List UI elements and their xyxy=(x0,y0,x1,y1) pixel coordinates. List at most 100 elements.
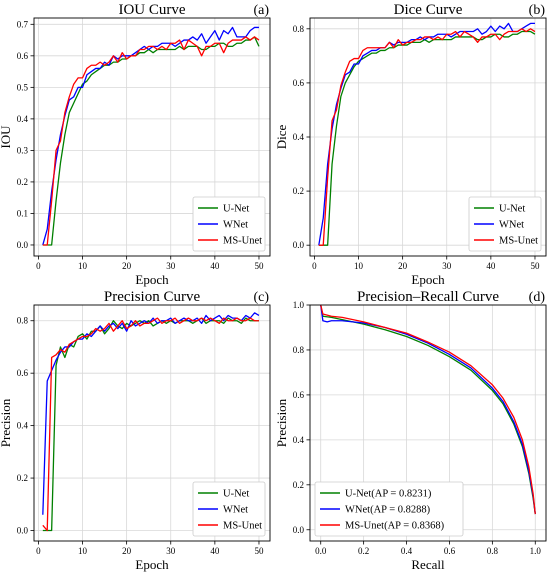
legend: U-Net WNet MS-Unet xyxy=(192,481,266,537)
x-tick-label: 30 xyxy=(442,261,452,271)
panel-label: (b) xyxy=(529,3,546,18)
y-tick-label: 0.2 xyxy=(17,473,28,483)
y-tick-label: 0.8 xyxy=(17,316,29,326)
series-line-2 xyxy=(318,22,535,246)
plot-frame xyxy=(309,304,547,542)
y-axis-label: IOU xyxy=(0,125,13,149)
y-tick-label: 0.0 xyxy=(293,240,305,250)
y-tick-label: 0.8 xyxy=(293,24,305,34)
y-axis-label: Dice xyxy=(274,125,289,150)
panel-label: (a) xyxy=(253,3,269,18)
series-line-3 xyxy=(320,304,536,515)
series-line-1 xyxy=(318,30,536,246)
plot-frame xyxy=(33,304,271,542)
x-axis-label: Recall xyxy=(411,557,445,572)
x-tick-label: 1.0 xyxy=(530,546,542,556)
chart-title: Precision Curve xyxy=(104,289,201,305)
x-tick-label: 0 xyxy=(36,261,41,271)
series-line-3 xyxy=(42,36,260,246)
y-tick-label: 0.5 xyxy=(17,82,29,92)
x-tick-label: 30 xyxy=(166,261,176,271)
x-tick-label: 40 xyxy=(210,546,220,556)
legend-label: WNet(AP = 0.8288) xyxy=(345,505,431,516)
y-axis-label: Precision xyxy=(0,398,13,447)
series-line-1 xyxy=(42,317,259,532)
y-tick-label: 0.4 xyxy=(17,114,29,124)
y-tick-label: 0.1 xyxy=(17,208,28,218)
y-tick-label: 0.6 xyxy=(17,368,29,378)
chart-title: IOU Curve xyxy=(118,2,185,18)
plot-frame xyxy=(33,17,271,257)
legend-label: MS-Unet xyxy=(223,236,262,247)
x-tick-label: 50 xyxy=(530,261,540,271)
series-line-2 xyxy=(42,26,259,246)
legend-box xyxy=(314,481,464,537)
y-tick-label: 0.4 xyxy=(17,421,29,431)
legend: U-Net(AP = 0.8231) WNet(AP = 0.8288) MS-Un… xyxy=(314,481,464,537)
y-tick-label: 0.0 xyxy=(293,525,305,535)
y-tick-label: 0.8 xyxy=(293,345,305,355)
x-tick-label: 0.2 xyxy=(358,546,369,556)
y-tick-label: 0.7 xyxy=(17,19,29,29)
series-line-3 xyxy=(318,28,536,246)
chart-panel-4: 0.0 0.2 0.4 0.6 0.8 1.0 0.0 0.2 0.4 0.6 0.8 1.0 Prec… xyxy=(274,289,547,572)
x-tick-label: 0.8 xyxy=(487,546,499,556)
panel-label: (d) xyxy=(529,290,546,305)
legend-box xyxy=(192,196,266,252)
x-tick-label: 10 xyxy=(78,546,88,556)
x-tick-label: 20 xyxy=(122,546,132,556)
x-axis-label: Epoch xyxy=(135,272,169,287)
legend-label: U-Net(AP = 0.8231) xyxy=(345,489,432,500)
chart-panel-1: 0 10 20 30 40 50 0.0 0.1 0.2 0.3 0.4 0.5 0.6 0.7 IOU C… xyxy=(0,2,271,287)
x-tick-label: 0 xyxy=(36,546,41,556)
chart-panel-2: 0 10 20 30 40 50 0.0 0.2 0.4 0.6 0.8 Dice Curve (b) E… xyxy=(274,2,547,287)
x-tick-label: 0.0 xyxy=(315,546,327,556)
panel-label: (c) xyxy=(253,290,269,305)
x-tick-label: 10 xyxy=(354,261,364,271)
y-tick-label: 0.6 xyxy=(293,390,305,400)
legend-label: WNet xyxy=(223,505,248,516)
x-axis-label: Epoch xyxy=(135,557,169,572)
y-tick-label: 0.2 xyxy=(17,177,28,187)
legend-label: WNet xyxy=(223,220,248,231)
y-tick-label: 0.2 xyxy=(293,186,304,196)
x-tick-label: 50 xyxy=(254,261,264,271)
x-tick-label: 20 xyxy=(398,261,408,271)
legend-label: U-Net xyxy=(499,204,525,215)
chart-panel-3: 0 10 20 30 40 50 0.0 0.2 0.4 0.6 0.8 Precision Curv… xyxy=(0,289,271,572)
legend: U-Net WNet MS-Unet xyxy=(192,196,266,252)
legend-label: U-Net xyxy=(223,489,249,500)
legend: U-Net WNet MS-Unet xyxy=(468,196,542,252)
y-tick-label: 0.0 xyxy=(17,526,29,536)
x-tick-label: 20 xyxy=(122,261,132,271)
y-tick-label: 0.0 xyxy=(17,240,29,250)
series-line-2 xyxy=(320,304,536,515)
series-line-3 xyxy=(42,317,259,532)
x-tick-label: 50 xyxy=(254,546,264,556)
x-tick-label: 40 xyxy=(486,261,496,271)
chart-title: Precision–Recall Curve xyxy=(357,289,499,305)
y-tick-label: 0.6 xyxy=(293,78,305,88)
y-tick-label: 0.6 xyxy=(17,51,29,61)
y-tick-label: 0.3 xyxy=(17,145,29,155)
y-tick-label: 1.0 xyxy=(293,300,305,310)
y-tick-label: 0.4 xyxy=(293,435,305,445)
legend-box xyxy=(192,481,266,537)
x-tick-label: 0 xyxy=(312,261,317,271)
x-axis-label: Epoch xyxy=(411,272,445,287)
series-line-1 xyxy=(42,36,260,246)
x-tick-label: 40 xyxy=(210,261,220,271)
y-axis-label: Precision xyxy=(274,398,289,447)
legend-label: WNet xyxy=(499,220,524,231)
x-tick-label: 30 xyxy=(166,546,176,556)
chart-title: Dice Curve xyxy=(394,2,463,18)
legend-label: MS-Unet(AP = 0.8368) xyxy=(345,521,445,532)
legend-label: MS-Unet xyxy=(223,521,262,532)
legend-label: U-Net xyxy=(223,204,249,215)
legend-label: MS-Unet xyxy=(499,236,538,247)
x-tick-label: 10 xyxy=(78,261,88,271)
x-tick-label: 0.4 xyxy=(401,546,413,556)
legend-box xyxy=(468,196,542,252)
y-tick-label: 0.4 xyxy=(293,132,305,142)
